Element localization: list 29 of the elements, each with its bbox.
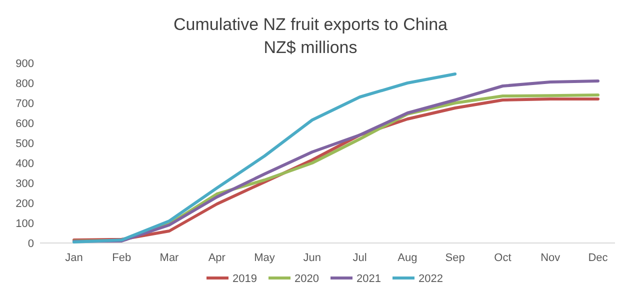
x-tick-label: Jun bbox=[303, 252, 322, 264]
x-tick-label: May bbox=[254, 252, 276, 264]
x-tick-label: Nov bbox=[540, 252, 561, 264]
legend-label: 2019 bbox=[232, 272, 257, 285]
y-tick-label: 400 bbox=[16, 158, 34, 170]
line-series bbox=[72, 72, 457, 244]
y-tick-label: 500 bbox=[16, 138, 34, 150]
x-tick-label: Sep bbox=[445, 252, 465, 264]
x-tick-label: Mar bbox=[160, 252, 180, 264]
y-tick-label: 0 bbox=[28, 238, 34, 250]
legend-label: 2021 bbox=[356, 272, 381, 285]
y-tick-label: 200 bbox=[16, 198, 34, 210]
x-tick-label: Jan bbox=[65, 252, 83, 264]
y-tick-label: 100 bbox=[16, 218, 34, 230]
x-tick-label: Aug bbox=[398, 252, 418, 264]
x-tick-label: Dec bbox=[588, 252, 608, 264]
y-tick-label: 300 bbox=[16, 178, 34, 190]
legend-label: 2022 bbox=[418, 272, 443, 285]
x-tick-label: Apr bbox=[208, 252, 226, 264]
x-tick-label: Feb bbox=[112, 252, 132, 264]
y-tick-label: 900 bbox=[16, 58, 34, 70]
chart-title: Cumulative NZ fruit exports to China bbox=[174, 15, 448, 34]
x-tick-label: Jul bbox=[352, 252, 367, 264]
y-tick-label: 800 bbox=[16, 78, 34, 90]
y-tick-label: 600 bbox=[16, 118, 34, 130]
x-tick-label: Oct bbox=[494, 252, 512, 264]
y-tick-label: 700 bbox=[16, 98, 34, 110]
chart-subtitle: NZ$ millions bbox=[264, 38, 358, 57]
legend-label: 2020 bbox=[294, 272, 319, 285]
